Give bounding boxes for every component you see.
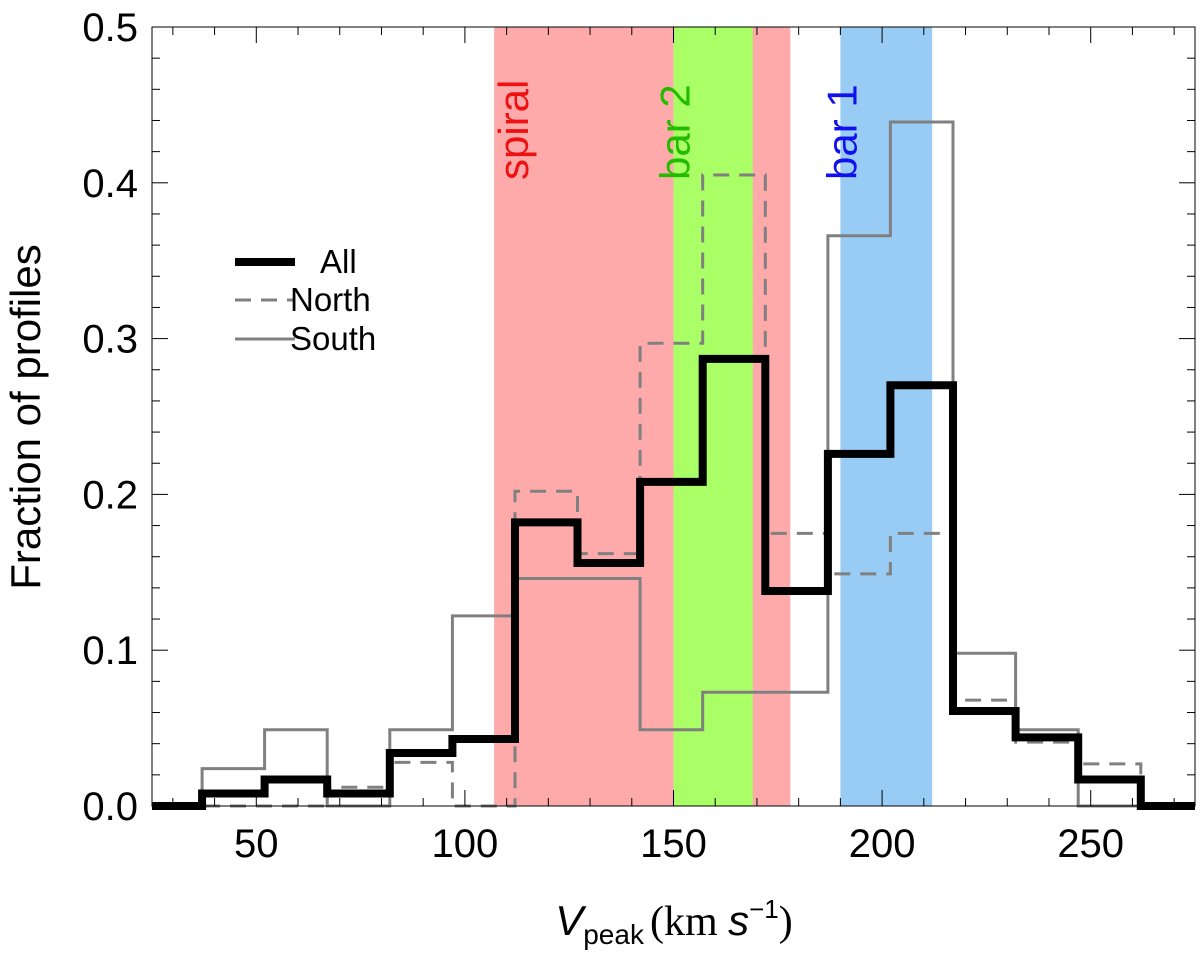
series-south [152,120,1195,808]
legend-label-north: North [290,281,371,318]
series-lines [152,120,1195,810]
y-tick-label: 0.2 [82,473,138,517]
x-tick-label: 50 [234,822,279,866]
axis-ticks [152,26,1195,807]
y-axis-label: Fraction of profiles [2,244,49,589]
highlight-bands [494,27,933,806]
y-tick-label: 0.1 [82,629,138,673]
legend-label-south: South [290,320,376,357]
y-tick-label: 0.4 [82,162,138,206]
x-tick-label: 150 [640,822,707,866]
x-label-units-s: s [728,897,749,944]
band-bar-2 [673,27,753,806]
x-label-units-close: ) [779,899,793,945]
series-all [152,354,1195,810]
y-tick-label: 0.0 [82,785,138,829]
y-tick-label: 0.3 [82,318,138,362]
x-tick-label: 250 [1057,822,1124,866]
x-label-main: V [555,897,587,944]
x-axis-label: Vpeak (km s−1) [555,894,793,950]
x-label-sub: peak [583,919,645,950]
x-label-units-open: (km [650,899,728,945]
legend-label-all: All [320,243,357,280]
tick-labels: 50 100 150 200 250 0.0 0.1 0.2 0.3 0.4 0.5 [82,6,1124,866]
band-bar-1 [840,27,933,806]
x-label-units-exp: −1 [749,894,779,924]
y-tick-label: 0.5 [82,6,138,50]
band-label-bar-1: bar 1 [818,84,865,180]
band-labels: spiral bar 2 bar 1 [490,80,865,180]
band-label-spiral: spiral [490,80,537,180]
x-tick-label: 100 [432,822,499,866]
x-tick-label: 200 [849,822,916,866]
band-label-bar-2: bar 2 [652,84,699,180]
